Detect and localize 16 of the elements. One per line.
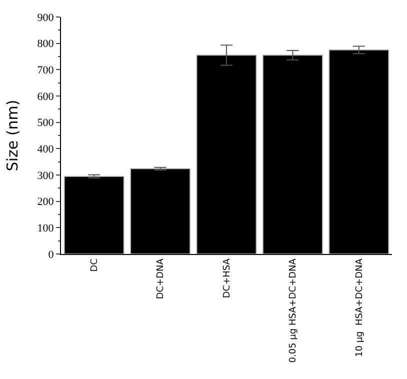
y-tick-label: 700 [37,64,54,77]
y-tick-label: 400 [37,144,54,156]
x-tick-label: DC [90,258,100,272]
y-tick-label: 900 [37,12,54,24]
y-tick-label: 600 [37,90,54,103]
x-tick-label: 0.05 µg HSA+DC+DNA [288,258,299,363]
y-tick-label: 300 [37,170,54,182]
y-tick-label: 500 [37,117,54,130]
y-tick-label: 100 [37,222,54,235]
x-tick-label: DC+HSA [222,258,232,298]
y-tick-label: 0 [48,248,54,261]
x-tick-label: DC+DNA [156,258,166,300]
y-axis-title: Size (nm) [4,100,22,172]
y-tick-label: 800 [37,38,54,50]
x-tick-label: 10 µg HSA+DC+DNA [354,258,365,358]
y-tick-label: 200 [37,196,54,208]
